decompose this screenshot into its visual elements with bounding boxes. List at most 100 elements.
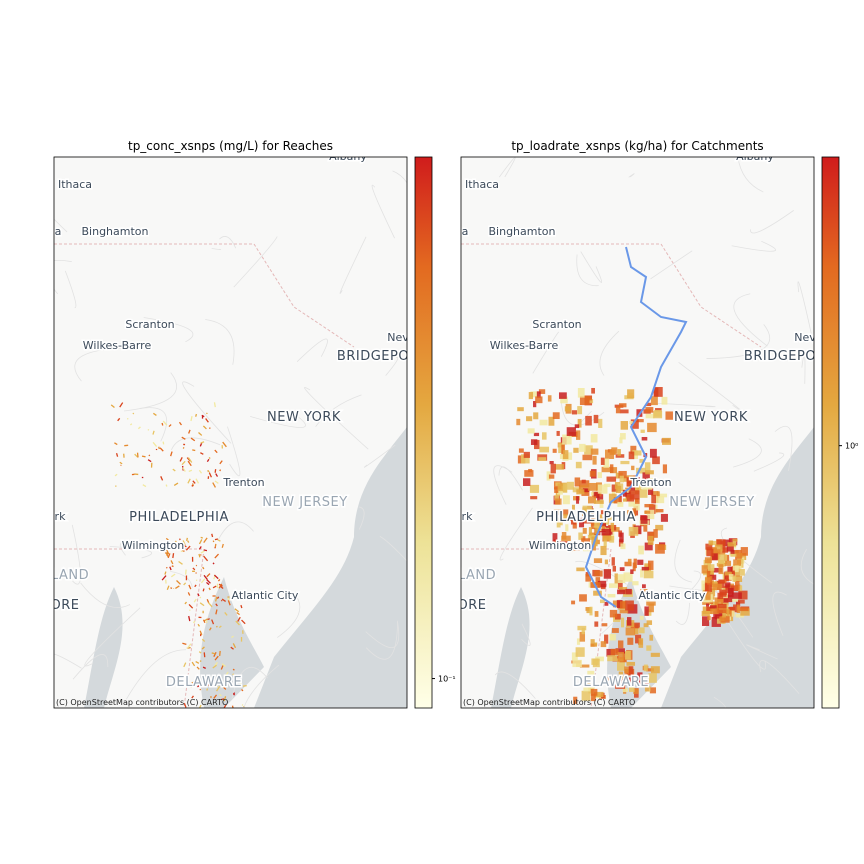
catchment	[527, 428, 535, 434]
place-label: Trenton	[222, 476, 264, 489]
place-label: ORE	[51, 598, 80, 613]
place-label: Wilmington	[122, 539, 185, 552]
road	[358, 506, 365, 530]
place-label: DELAWARE	[573, 675, 649, 690]
catchment	[644, 510, 651, 514]
reach	[166, 549, 169, 554]
catchment	[597, 494, 604, 502]
catchment	[649, 448, 657, 458]
catchment	[622, 489, 627, 497]
catchment	[516, 418, 521, 426]
catchment	[726, 544, 734, 552]
reach	[220, 665, 224, 670]
place-label: Scranton	[125, 318, 174, 331]
catchment	[643, 664, 648, 672]
reach	[212, 540, 215, 543]
catchment	[636, 467, 646, 474]
catchment	[603, 569, 611, 579]
catchment	[643, 623, 649, 628]
reach	[195, 413, 198, 417]
catchment	[634, 624, 639, 635]
catchment	[574, 424, 580, 429]
catchment	[604, 634, 609, 644]
road	[678, 361, 744, 413]
reach	[180, 548, 185, 552]
reach	[203, 549, 208, 552]
catchment	[638, 627, 645, 634]
road	[719, 609, 767, 670]
reach	[181, 460, 186, 466]
catchment	[717, 559, 724, 567]
reach	[208, 472, 213, 478]
reach	[191, 484, 194, 487]
catchment	[571, 410, 578, 415]
catchment	[740, 608, 750, 616]
catchment	[665, 411, 673, 420]
place-label: Binghamton	[489, 225, 556, 238]
catchment	[609, 464, 614, 473]
reach	[205, 418, 209, 423]
road	[54, 653, 82, 669]
catchment	[727, 566, 733, 574]
catchment	[609, 449, 616, 455]
catchment	[642, 584, 646, 589]
catchment	[601, 525, 606, 531]
road	[182, 381, 232, 444]
reach	[220, 585, 224, 590]
catchment	[528, 468, 533, 473]
reach	[172, 468, 176, 472]
catchment	[601, 466, 611, 473]
reach	[224, 612, 228, 616]
place-label: ORE	[458, 598, 487, 613]
reach	[213, 402, 216, 408]
catchment	[586, 607, 592, 614]
reach	[215, 625, 218, 628]
road	[304, 387, 369, 450]
catchment	[654, 387, 663, 397]
reach	[218, 625, 222, 629]
catchment	[593, 590, 602, 596]
road	[250, 414, 306, 428]
catchment	[728, 574, 734, 579]
catchment	[645, 591, 650, 602]
place-label: PHILADELPHIA	[536, 510, 636, 525]
catchment	[581, 538, 591, 549]
catchment	[611, 489, 616, 497]
catchment	[594, 570, 603, 577]
reach	[192, 449, 196, 452]
catchment	[607, 655, 618, 662]
map-panel: Albany Ithaca a Binghamton Scranton Wilkes-Ba…	[51, 157, 407, 708]
reach	[220, 698, 225, 701]
catchment	[724, 571, 732, 576]
catchment	[647, 422, 657, 433]
reach	[167, 553, 171, 559]
catchment	[732, 592, 742, 599]
reach	[217, 539, 221, 542]
road	[628, 173, 635, 178]
reach	[207, 683, 210, 686]
catchment	[633, 484, 640, 495]
reach	[197, 593, 200, 597]
catchment	[526, 416, 533, 422]
catchment	[597, 472, 602, 479]
catchment	[562, 434, 572, 445]
place-label: DELAWARE	[166, 675, 242, 690]
catchment	[703, 559, 711, 569]
catchment	[524, 470, 534, 477]
catchment	[701, 610, 710, 617]
catchment	[579, 395, 590, 406]
catchment	[636, 478, 643, 488]
catchment	[717, 592, 724, 599]
reach	[206, 573, 211, 578]
road	[54, 218, 68, 233]
reach	[236, 611, 240, 616]
road	[532, 331, 560, 374]
reach	[178, 560, 183, 565]
reach	[193, 620, 196, 624]
catchment	[608, 493, 617, 504]
catchment	[640, 515, 648, 524]
reach	[202, 619, 206, 624]
catchment	[579, 480, 590, 488]
catchment	[624, 666, 632, 673]
catchment	[582, 505, 592, 516]
